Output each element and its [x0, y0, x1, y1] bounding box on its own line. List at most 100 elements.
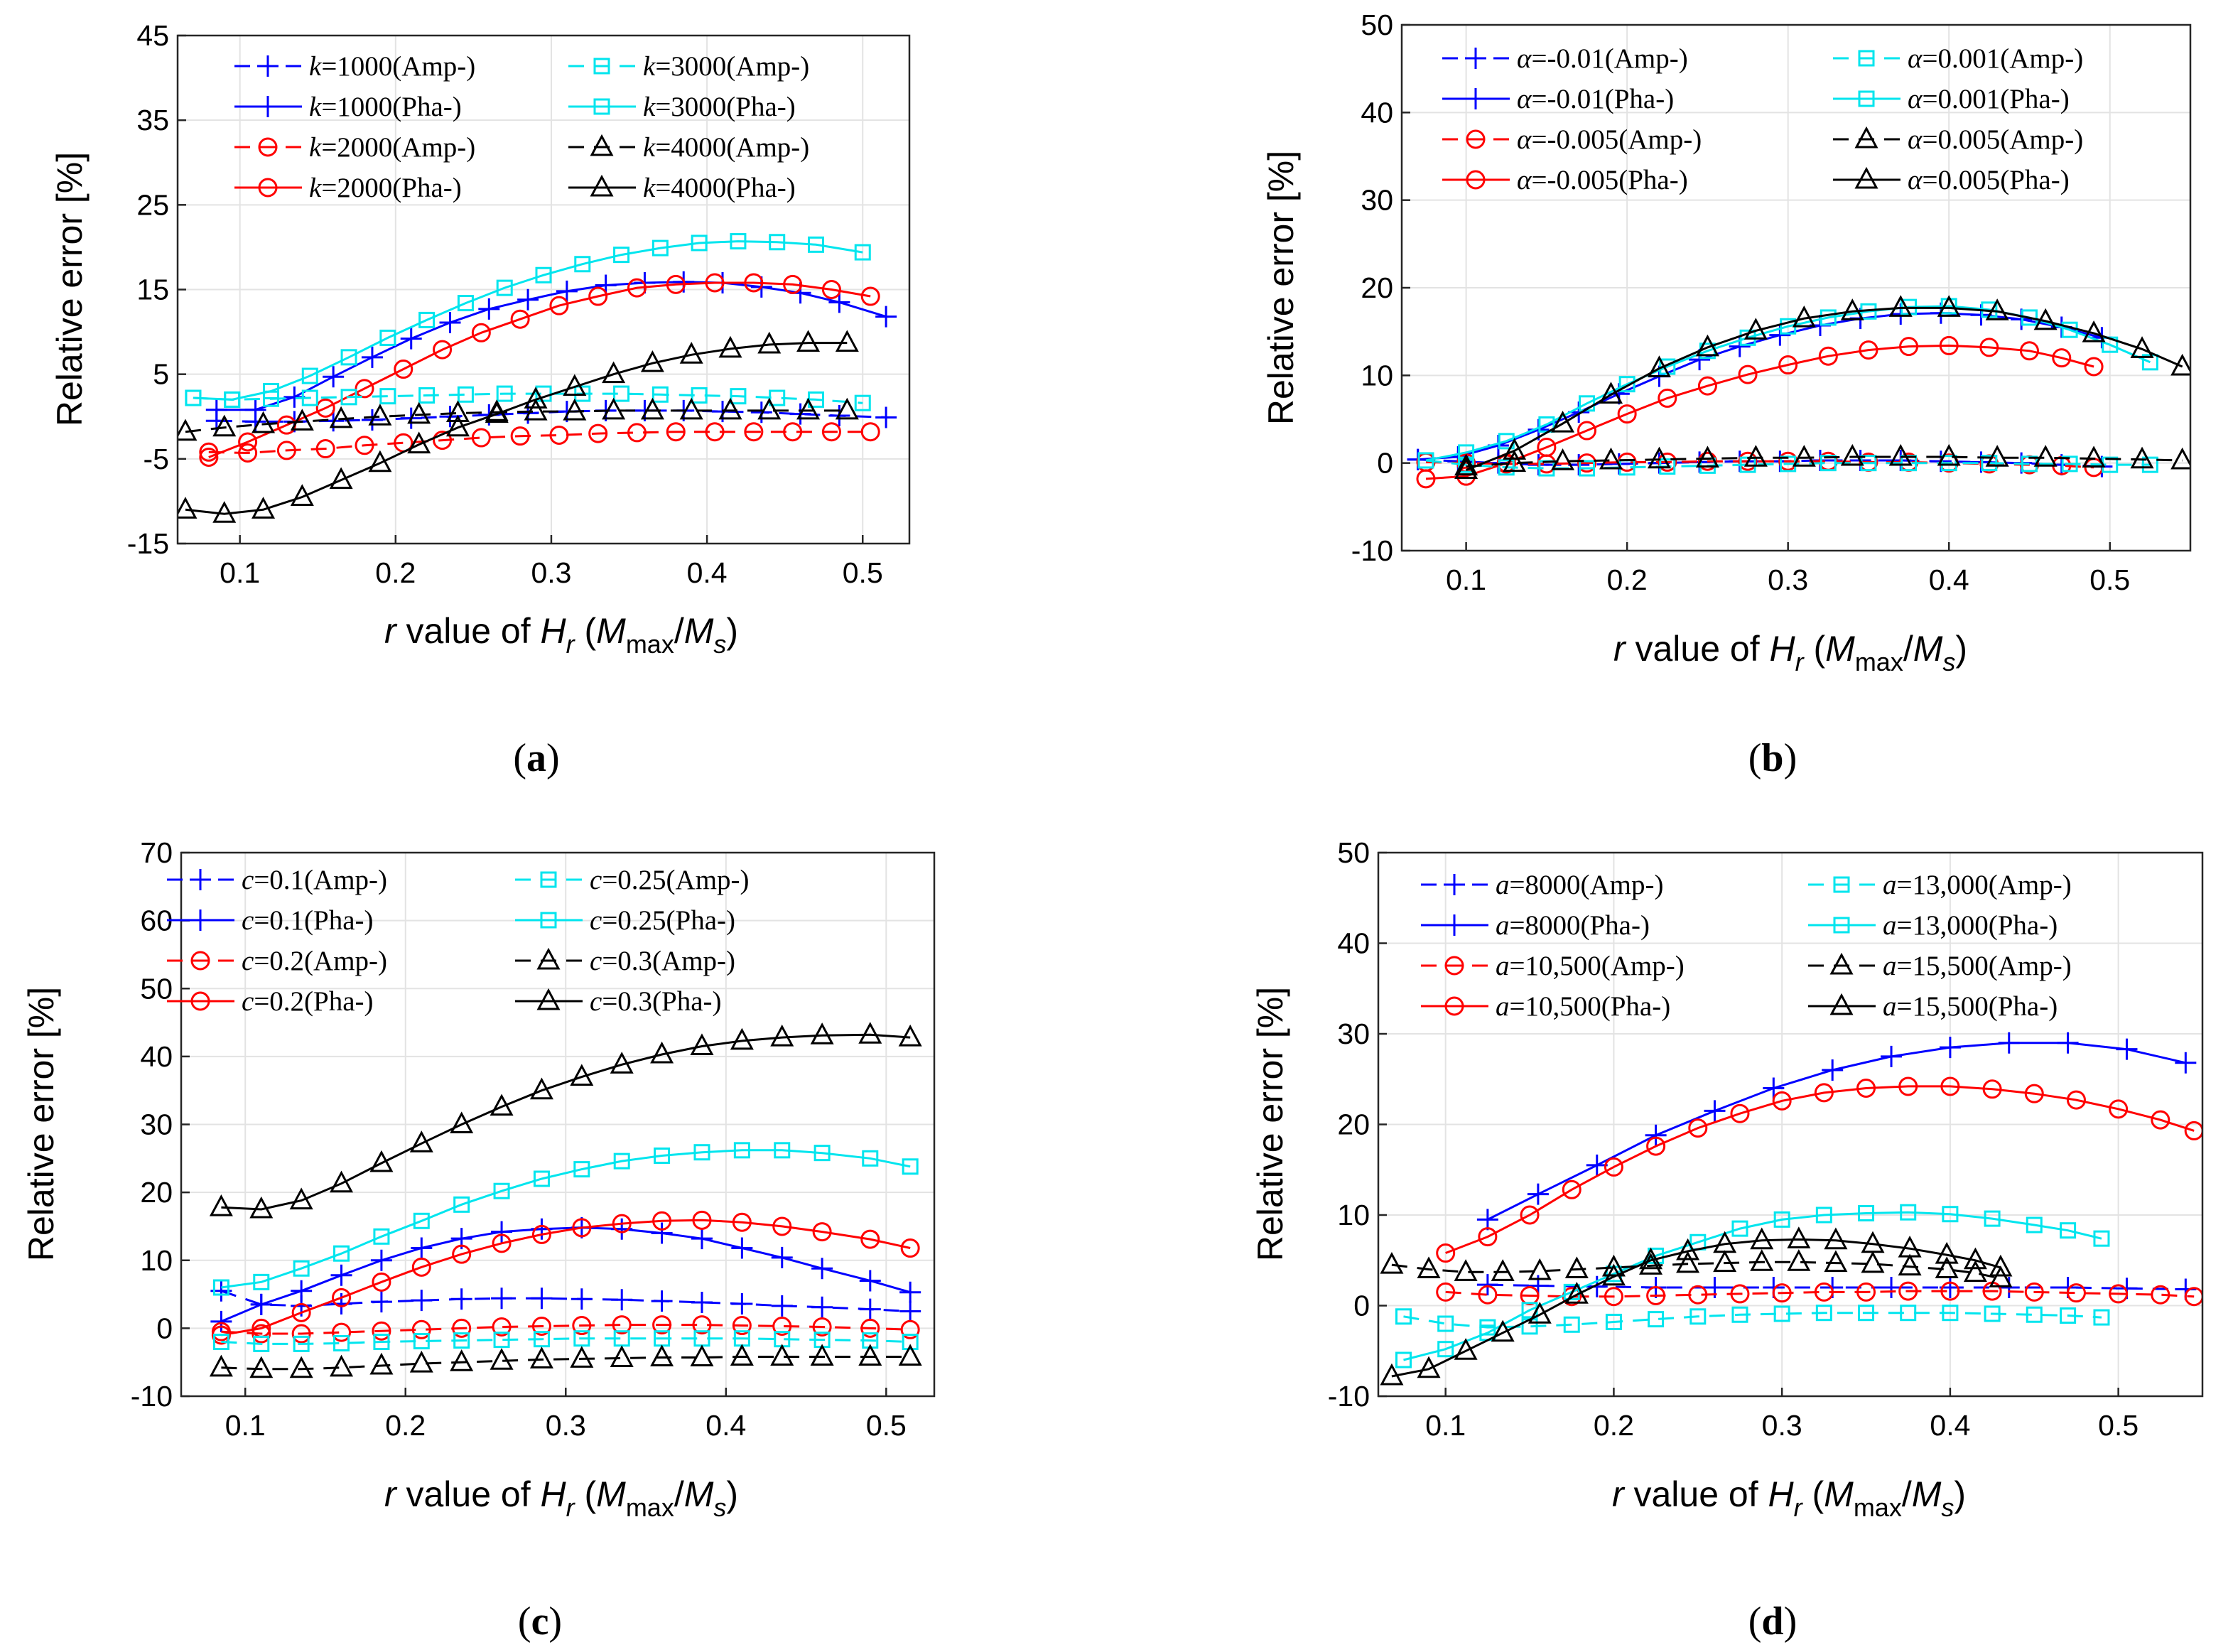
x-tick-label: 0.3: [1762, 1409, 1802, 1442]
x-tick-label: 0.5: [2089, 563, 2130, 596]
data-point: [1888, 443, 1913, 466]
x-axis-label-part: r: [1613, 629, 1627, 669]
x-axis-label-part: M: [1912, 1474, 1942, 1514]
data-point: [613, 247, 630, 264]
legend-variable: α: [1517, 43, 1532, 74]
data-point: [1815, 1206, 1832, 1224]
data-point: [178, 497, 198, 519]
data-point: [2057, 1032, 2079, 1054]
data-point: [249, 1196, 274, 1219]
x-axis-label-part: (: [575, 611, 597, 651]
data-point: [369, 1150, 394, 1172]
data-point: [496, 279, 513, 296]
data-point: [457, 295, 474, 312]
series-line: [221, 1324, 911, 1335]
data-point: [1985, 298, 2009, 320]
data-point: [1899, 337, 1919, 357]
legend-label: c=0.3(Pha-): [590, 986, 722, 1017]
x-axis-label-part: r: [1612, 1474, 1626, 1514]
data-point: [666, 274, 686, 294]
data-point: [1731, 1220, 1748, 1237]
legend-item: α=-0.005(Amp-): [1442, 124, 1702, 155]
data-point: [1963, 1247, 1987, 1270]
data-point: [330, 1354, 354, 1377]
data-point: [902, 1334, 919, 1350]
legend-label: c=0.25(Amp-): [590, 865, 750, 895]
data-point: [1984, 1210, 2001, 1227]
legend-variable: a: [1496, 910, 1510, 941]
series-7: [1454, 295, 2190, 480]
data-point: [1750, 1249, 1774, 1271]
data-point: [693, 1144, 710, 1161]
data-point: [301, 367, 318, 384]
data-point: [1824, 1227, 1848, 1250]
data-point: [691, 1228, 713, 1250]
legend-value: =1000(Amp-): [321, 51, 475, 82]
data-point: [332, 1322, 352, 1342]
data-point: [613, 1152, 630, 1170]
data-point: [651, 1290, 673, 1312]
y-tick-label: -5: [144, 443, 169, 475]
data-point: [898, 1344, 922, 1366]
data-point: [1743, 318, 1768, 340]
series-3: [199, 273, 880, 467]
legend-label: c=0.25(Pha-): [590, 905, 735, 936]
legend-label: a=8000(Pha-): [1496, 910, 1650, 941]
y-tick-label: 70: [140, 836, 173, 869]
data-point: [691, 1292, 713, 1314]
data-point: [862, 1150, 879, 1167]
data-point: [2019, 341, 2039, 361]
data-point: [493, 1182, 510, 1199]
legend-variable: α: [1908, 43, 1923, 74]
data-point: [1738, 365, 1758, 384]
x-axis-label-part: s: [1941, 1493, 1954, 1522]
data-point: [1436, 1243, 1456, 1263]
data-point: [835, 330, 859, 352]
data-point: [1697, 451, 1717, 471]
legend-variable: c: [242, 905, 254, 936]
data-point: [1981, 455, 1998, 472]
data-point: [409, 1350, 433, 1373]
x-tick-label: 0.4: [1929, 563, 1969, 596]
x-axis-label-part: /: [674, 1474, 684, 1514]
legend-label: α=0.005(Pha-): [1908, 165, 2070, 195]
y-tick-label: 10: [140, 1244, 173, 1277]
legend-variable: c: [590, 946, 602, 976]
data-point: [1982, 1079, 2002, 1099]
data-point: [1688, 1285, 1708, 1305]
x-axis-label-part: /: [1902, 1474, 1912, 1514]
series-1: [1476, 1032, 2197, 1231]
data-point: [705, 273, 725, 293]
caption-paren: (: [1748, 1599, 1762, 1643]
legend: c=0.1(Amp-) c=0.25(Amp-)c=0.1(Pha-) c=0.25…: [167, 865, 750, 1017]
x-tick-label: 0.1: [1446, 563, 1486, 596]
data-point: [1601, 1254, 1626, 1277]
data-point: [1730, 1103, 1750, 1123]
legend-marker: [540, 871, 557, 888]
data-point: [1935, 1241, 1959, 1264]
panel-caption: (b): [1748, 736, 1797, 780]
data-point: [900, 1319, 920, 1339]
data-point: [1861, 1251, 1885, 1273]
legend-variable: a: [1496, 870, 1510, 900]
data-point: [491, 1287, 513, 1310]
data-point: [531, 1317, 551, 1337]
data-point: [2033, 308, 2058, 330]
data-point: [640, 350, 664, 372]
legend-label: a=13,000(Amp-): [1883, 870, 2072, 900]
x-tick-label: 0.1: [225, 1409, 266, 1442]
data-point: [373, 1334, 390, 1350]
legend-variable: k: [309, 132, 322, 163]
data-point: [811, 1258, 833, 1280]
legend-variable: c: [590, 865, 602, 895]
x-axis-label-part: /: [674, 611, 684, 651]
legend: a=8000(Amp-) a=13,000(Amp-)a=8000(Pha-) a=…: [1421, 870, 2072, 1022]
legend-marker: [1466, 129, 1486, 149]
x-axis-label-part: ): [1954, 1474, 1966, 1514]
data-point: [1881, 1045, 1903, 1067]
data-point: [1676, 1238, 1700, 1260]
legend-item: a=13,000(Amp-): [1808, 870, 2072, 900]
legend-value: =-0.01(Amp-): [1531, 43, 1687, 74]
x-tick-label: 0.2: [375, 556, 416, 589]
data-point: [1646, 1285, 1666, 1305]
